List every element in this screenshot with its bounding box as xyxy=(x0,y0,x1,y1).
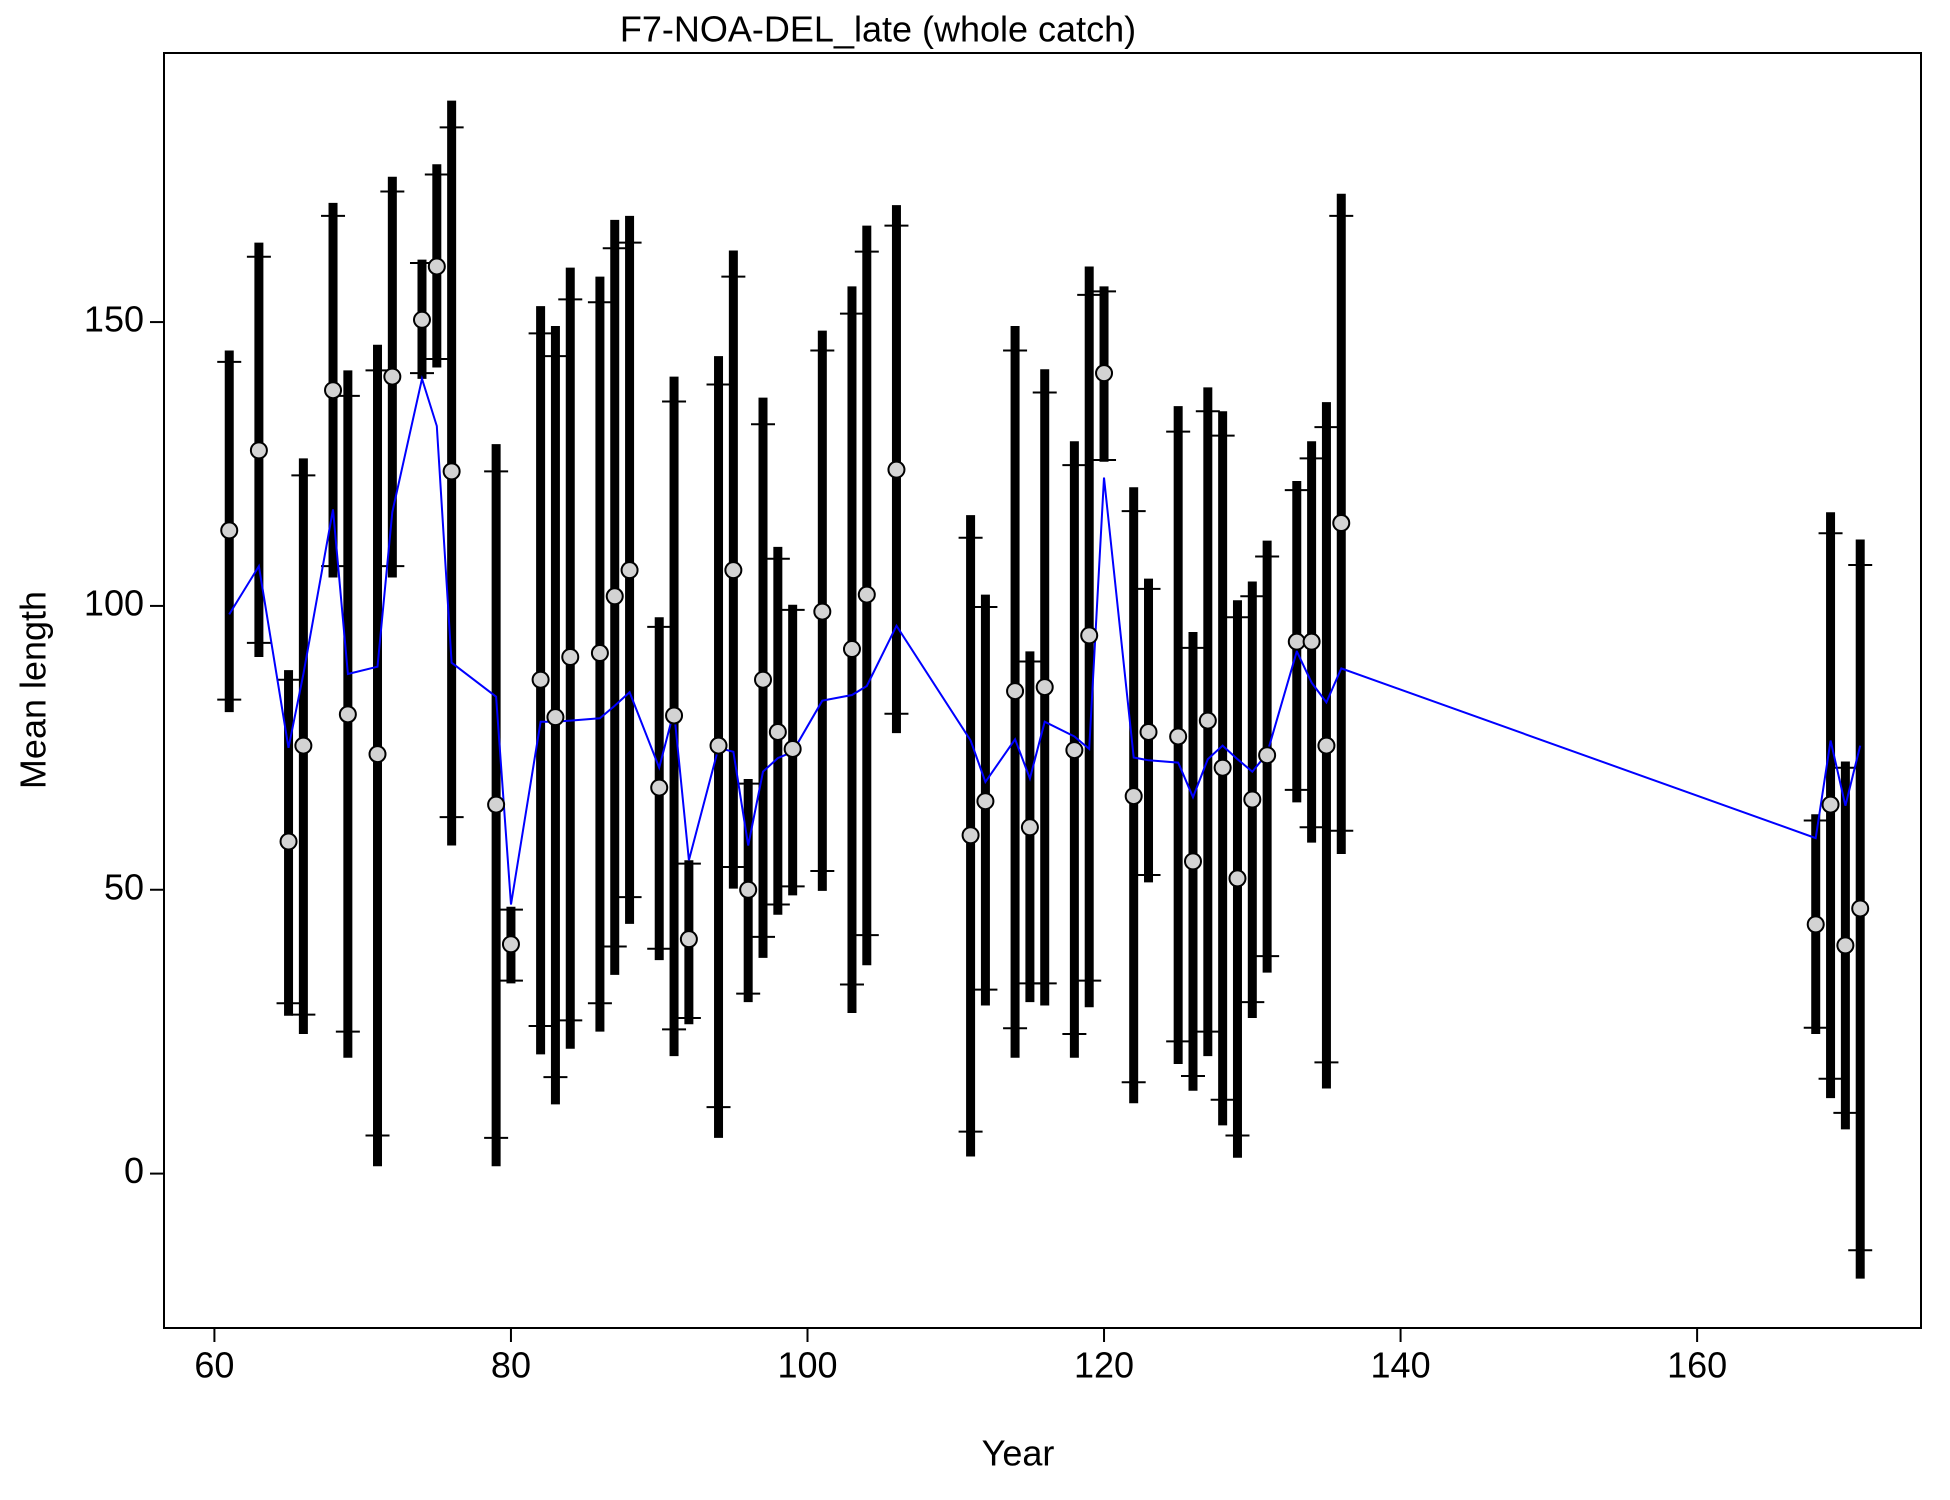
observed-point xyxy=(546,708,565,727)
observed-point xyxy=(650,778,669,797)
x-tick-label: 120 xyxy=(1074,1345,1134,1386)
observed-point xyxy=(590,644,609,663)
observed-point xyxy=(620,561,639,580)
observed-point xyxy=(1183,852,1202,871)
x-tick-label: 160 xyxy=(1667,1345,1727,1386)
observed-point xyxy=(1095,364,1114,383)
chart-title: F7-NOA-DEL_late (whole catch) xyxy=(620,9,1136,50)
x-tick-label: 100 xyxy=(777,1345,837,1386)
observed-point xyxy=(1169,727,1188,746)
x-axis-label: Year xyxy=(982,1433,1055,1474)
observed-point xyxy=(1821,795,1840,814)
observed-point xyxy=(294,736,313,755)
observed-point xyxy=(1302,632,1321,651)
observed-point xyxy=(368,745,387,764)
y-tick-label: 100 xyxy=(84,582,144,623)
observed-point xyxy=(768,722,787,741)
observed-point xyxy=(1006,682,1025,701)
observed-point xyxy=(976,792,995,811)
observed-point xyxy=(842,640,861,659)
observed-point xyxy=(813,602,832,621)
observed-point xyxy=(501,935,520,954)
observed-point xyxy=(1020,818,1039,837)
observed-point xyxy=(961,826,980,845)
observed-point xyxy=(487,795,506,814)
observed-point xyxy=(1851,899,1870,918)
x-tick-label: 60 xyxy=(194,1345,234,1386)
observed-point xyxy=(338,705,357,724)
observed-point xyxy=(1836,936,1855,955)
observed-point xyxy=(665,706,684,725)
observed-point xyxy=(1228,869,1247,888)
observed-point xyxy=(427,257,446,276)
observed-point xyxy=(279,832,298,851)
observed-point xyxy=(857,585,876,604)
observed-point xyxy=(887,460,906,479)
x-tick-label: 80 xyxy=(491,1345,531,1386)
observed-point xyxy=(531,670,550,689)
expected-line xyxy=(228,374,1862,905)
observed-point xyxy=(1139,722,1158,741)
observed-point xyxy=(783,739,802,758)
observed-point xyxy=(709,736,728,755)
plot-frame xyxy=(163,52,1922,1329)
observed-point xyxy=(1287,632,1306,651)
observed-point xyxy=(1332,514,1351,533)
observed-point xyxy=(1317,736,1336,755)
observed-point xyxy=(1124,787,1143,806)
observed-point xyxy=(249,441,268,460)
observed-point xyxy=(1243,790,1262,809)
observed-point xyxy=(754,670,773,689)
observed-point xyxy=(739,880,758,899)
observed-point xyxy=(1198,711,1217,730)
observed-point xyxy=(561,648,580,667)
observed-point xyxy=(412,310,431,329)
y-tick-label: 0 xyxy=(124,1150,144,1191)
y-axis-label: Mean length xyxy=(13,591,54,789)
y-tick-label: 150 xyxy=(84,299,144,340)
x-tick-label: 140 xyxy=(1371,1345,1431,1386)
observed-point xyxy=(1806,915,1825,934)
observed-point xyxy=(1035,678,1054,697)
observed-point xyxy=(1258,746,1277,765)
observed-point xyxy=(679,930,698,949)
observed-point xyxy=(1065,741,1084,760)
observed-point xyxy=(605,587,624,606)
observed-point xyxy=(220,521,239,540)
observed-point xyxy=(324,381,343,400)
y-tick-label: 50 xyxy=(104,866,144,907)
observed-point xyxy=(442,462,461,481)
observed-point xyxy=(724,561,743,580)
observed-point xyxy=(383,367,402,386)
observed-point xyxy=(1080,626,1099,645)
observed-point xyxy=(1213,758,1232,777)
